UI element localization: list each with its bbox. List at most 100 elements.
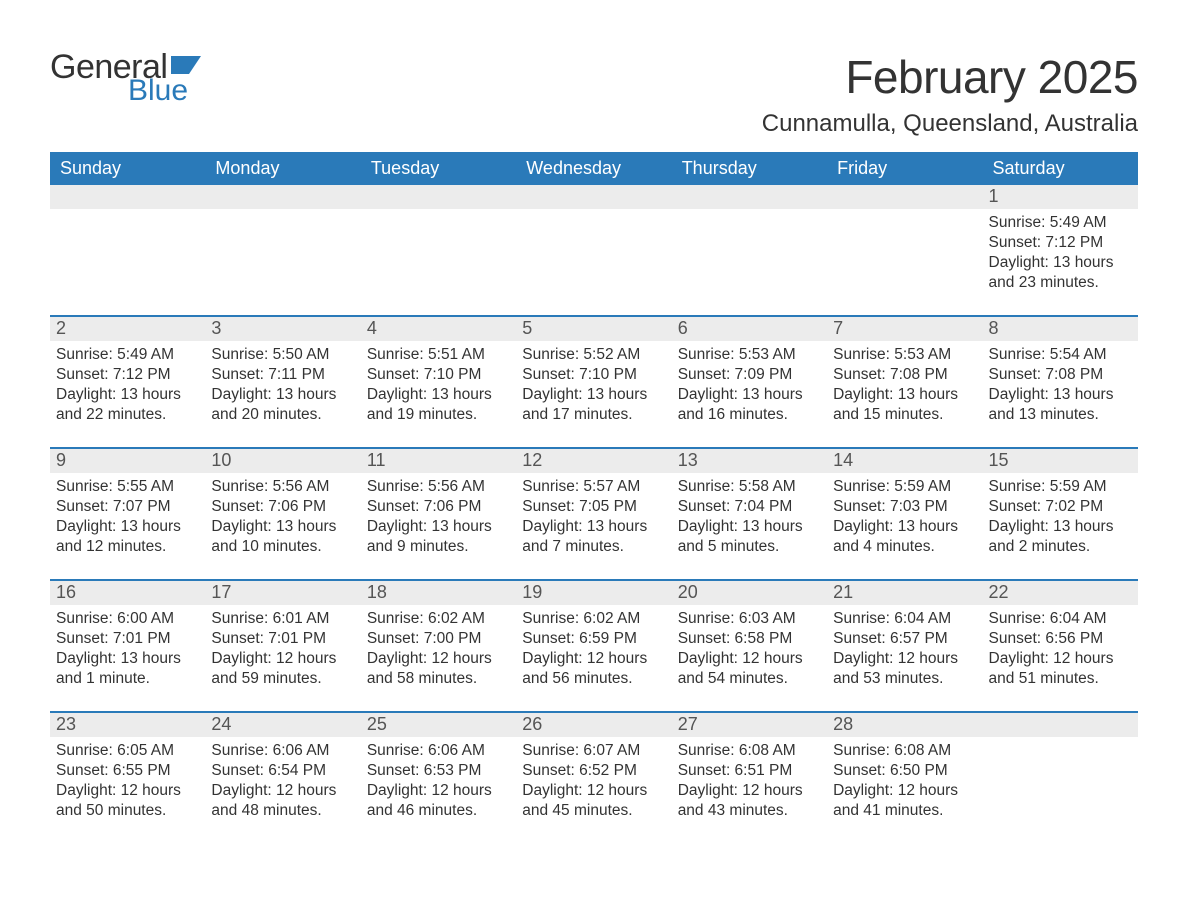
sunset-line: Sunset: 7:03 PM (833, 497, 976, 517)
day-number-row: 10 (205, 449, 360, 473)
day-number-row: 23 (50, 713, 205, 737)
sunset-line: Sunset: 6:57 PM (833, 629, 976, 649)
sunset-line: Sunset: 7:11 PM (211, 365, 354, 385)
calendar-day: 25Sunrise: 6:06 AMSunset: 6:53 PMDayligh… (361, 713, 516, 825)
weekday-header: Wednesday (516, 152, 671, 185)
weekday-header: Monday (205, 152, 360, 185)
day-body (361, 209, 516, 297)
calendar-day: 13Sunrise: 5:58 AMSunset: 7:04 PMDayligh… (672, 449, 827, 561)
day-number-row: 24 (205, 713, 360, 737)
daylight-line: Daylight: 12 hours and 51 minutes. (989, 649, 1132, 689)
day-body: Sunrise: 5:54 AMSunset: 7:08 PMDaylight:… (983, 341, 1138, 429)
day-number-row: 15 (983, 449, 1138, 473)
sunrise-line: Sunrise: 6:06 AM (211, 741, 354, 761)
day-number: 3 (205, 317, 227, 339)
calendar-day: 15Sunrise: 5:59 AMSunset: 7:02 PMDayligh… (983, 449, 1138, 561)
sunset-line: Sunset: 7:12 PM (56, 365, 199, 385)
day-body: Sunrise: 6:01 AMSunset: 7:01 PMDaylight:… (205, 605, 360, 693)
day-number: 8 (983, 317, 1005, 339)
daylight-line: Daylight: 13 hours and 10 minutes. (211, 517, 354, 557)
day-number-row: 18 (361, 581, 516, 605)
sunrise-line: Sunrise: 5:55 AM (56, 477, 199, 497)
day-body: Sunrise: 5:58 AMSunset: 7:04 PMDaylight:… (672, 473, 827, 561)
calendar-day: 12Sunrise: 5:57 AMSunset: 7:05 PMDayligh… (516, 449, 671, 561)
calendar-day (516, 185, 671, 297)
day-body: Sunrise: 5:56 AMSunset: 7:06 PMDaylight:… (205, 473, 360, 561)
sunset-line: Sunset: 7:07 PM (56, 497, 199, 517)
calendar-day (205, 185, 360, 297)
day-number: 2 (50, 317, 72, 339)
day-body: Sunrise: 6:06 AMSunset: 6:53 PMDaylight:… (361, 737, 516, 825)
weekday-header: Tuesday (361, 152, 516, 185)
daylight-line: Daylight: 13 hours and 7 minutes. (522, 517, 665, 557)
day-number: 24 (205, 713, 237, 735)
calendar-day: 28Sunrise: 6:08 AMSunset: 6:50 PMDayligh… (827, 713, 982, 825)
day-number-row (516, 185, 671, 209)
day-body: Sunrise: 6:02 AMSunset: 7:00 PMDaylight:… (361, 605, 516, 693)
day-body: Sunrise: 6:03 AMSunset: 6:58 PMDaylight:… (672, 605, 827, 693)
day-number-row: 20 (672, 581, 827, 605)
day-number-row: 27 (672, 713, 827, 737)
daylight-line: Daylight: 12 hours and 54 minutes. (678, 649, 821, 689)
daylight-line: Daylight: 13 hours and 22 minutes. (56, 385, 199, 425)
day-number: 1 (983, 185, 1005, 207)
day-number: 15 (983, 449, 1015, 471)
sunrise-line: Sunrise: 6:02 AM (367, 609, 510, 629)
sunrise-line: Sunrise: 5:53 AM (833, 345, 976, 365)
sunrise-line: Sunrise: 6:00 AM (56, 609, 199, 629)
day-body: Sunrise: 6:05 AMSunset: 6:55 PMDaylight:… (50, 737, 205, 825)
daylight-line: Daylight: 13 hours and 19 minutes. (367, 385, 510, 425)
sunset-line: Sunset: 6:50 PM (833, 761, 976, 781)
sunrise-line: Sunrise: 5:49 AM (989, 213, 1132, 233)
sunrise-line: Sunrise: 5:52 AM (522, 345, 665, 365)
sunset-line: Sunset: 6:56 PM (989, 629, 1132, 649)
daylight-line: Daylight: 13 hours and 4 minutes. (833, 517, 976, 557)
daylight-line: Daylight: 12 hours and 56 minutes. (522, 649, 665, 689)
calendar-day: 8Sunrise: 5:54 AMSunset: 7:08 PMDaylight… (983, 317, 1138, 429)
day-number: 11 (361, 449, 392, 471)
sunset-line: Sunset: 6:52 PM (522, 761, 665, 781)
sunset-line: Sunset: 7:10 PM (522, 365, 665, 385)
day-body (672, 209, 827, 297)
calendar-day: 22Sunrise: 6:04 AMSunset: 6:56 PMDayligh… (983, 581, 1138, 693)
sunset-line: Sunset: 7:09 PM (678, 365, 821, 385)
day-body: Sunrise: 5:49 AMSunset: 7:12 PMDaylight:… (983, 209, 1138, 297)
sunrise-line: Sunrise: 6:01 AM (211, 609, 354, 629)
daylight-line: Daylight: 13 hours and 5 minutes. (678, 517, 821, 557)
day-body: Sunrise: 5:53 AMSunset: 7:09 PMDaylight:… (672, 341, 827, 429)
day-number: 19 (516, 581, 548, 603)
day-number: 26 (516, 713, 548, 735)
daylight-line: Daylight: 13 hours and 2 minutes. (989, 517, 1132, 557)
day-body (205, 209, 360, 297)
daylight-line: Daylight: 12 hours and 53 minutes. (833, 649, 976, 689)
sunset-line: Sunset: 7:12 PM (989, 233, 1132, 253)
calendar-day: 4Sunrise: 5:51 AMSunset: 7:10 PMDaylight… (361, 317, 516, 429)
sunrise-line: Sunrise: 5:54 AM (989, 345, 1132, 365)
calendar-week: 2Sunrise: 5:49 AMSunset: 7:12 PMDaylight… (50, 315, 1138, 429)
day-number-row: 21 (827, 581, 982, 605)
daylight-line: Daylight: 12 hours and 41 minutes. (833, 781, 976, 821)
daylight-line: Daylight: 13 hours and 1 minute. (56, 649, 199, 689)
daylight-line: Daylight: 12 hours and 50 minutes. (56, 781, 199, 821)
location: Cunnamulla, Queensland, Australia (762, 110, 1138, 138)
day-number: 20 (672, 581, 704, 603)
sunset-line: Sunset: 7:02 PM (989, 497, 1132, 517)
sunset-line: Sunset: 7:00 PM (367, 629, 510, 649)
daylight-line: Daylight: 13 hours and 23 minutes. (989, 253, 1132, 293)
day-number-row (205, 185, 360, 209)
daylight-line: Daylight: 12 hours and 45 minutes. (522, 781, 665, 821)
sunset-line: Sunset: 6:53 PM (367, 761, 510, 781)
daylight-line: Daylight: 13 hours and 12 minutes. (56, 517, 199, 557)
calendar: SundayMondayTuesdayWednesdayThursdayFrid… (50, 152, 1138, 825)
day-number: 12 (516, 449, 548, 471)
sunset-line: Sunset: 7:06 PM (367, 497, 510, 517)
sunset-line: Sunset: 7:08 PM (833, 365, 976, 385)
day-body: Sunrise: 6:06 AMSunset: 6:54 PMDaylight:… (205, 737, 360, 825)
calendar-day (361, 185, 516, 297)
day-number: 21 (827, 581, 859, 603)
calendar-day: 23Sunrise: 6:05 AMSunset: 6:55 PMDayligh… (50, 713, 205, 825)
calendar-day: 9Sunrise: 5:55 AMSunset: 7:07 PMDaylight… (50, 449, 205, 561)
day-body: Sunrise: 5:55 AMSunset: 7:07 PMDaylight:… (50, 473, 205, 561)
day-number: 13 (672, 449, 704, 471)
sunset-line: Sunset: 6:51 PM (678, 761, 821, 781)
